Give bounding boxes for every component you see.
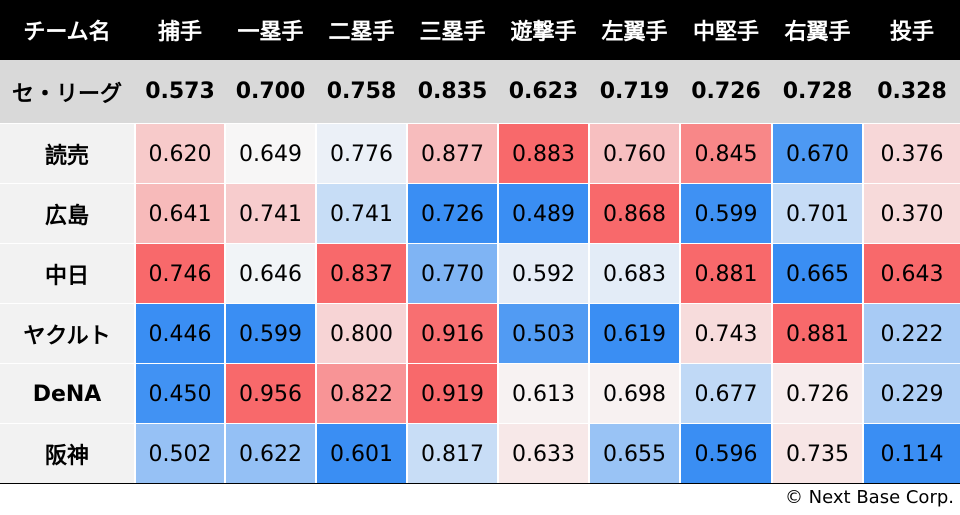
heatmap-cell: 0.646: [226, 244, 315, 304]
heatmap-cell: 0.114: [864, 424, 960, 484]
heatmap-cell: 0.770: [408, 244, 497, 304]
league-label: セ・リーグ: [11, 81, 122, 107]
heatmap-cell: 0.817: [408, 424, 497, 484]
heatmap-cell: 0.620: [136, 124, 224, 184]
heatmap-cell: 0.822: [317, 364, 406, 424]
heatmap-cell: 0.956: [226, 364, 315, 424]
league-value: 0.623: [508, 79, 579, 104]
heatmap-cell: 0.741: [226, 184, 315, 244]
row-separator: [0, 303, 960, 304]
row-separator: [0, 363, 960, 364]
heatmap-cell: 0.503: [499, 304, 588, 364]
heatmap-cell: 0.868: [590, 184, 679, 244]
heatmap-cell: 0.883: [499, 124, 588, 184]
heatmap-cell: 0.376: [864, 124, 960, 184]
heatmap-cell: 0.596: [681, 424, 771, 484]
heatmap-cell: 0.446: [136, 304, 224, 364]
header-col-pitcher: 投手: [889, 20, 934, 45]
team-label: 阪神: [0, 424, 134, 484]
heatmap-cell: 0.619: [590, 304, 679, 364]
header-col-second-base: 二塁手: [328, 20, 395, 45]
header-col-center-field: 中堅手: [692, 20, 759, 45]
header-col-third-base: 三塁手: [419, 20, 486, 45]
heatmap-cell: 0.916: [408, 304, 497, 364]
heatmap-cell: 0.837: [317, 244, 406, 304]
heatmap-cell: 0.845: [681, 124, 771, 184]
team-label: 中日: [0, 244, 134, 304]
header-col-right-field: 右翼手: [784, 20, 851, 45]
heatmap-cell: 0.643: [864, 244, 960, 304]
heatmap-cell: 0.601: [317, 424, 406, 484]
heatmap-cell: 0.760: [590, 124, 679, 184]
heatmap-cell: 0.683: [590, 244, 679, 304]
heatmap-cell: 0.370: [864, 184, 960, 244]
table-bottom-border: [0, 483, 960, 484]
league-value: 0.700: [235, 79, 306, 104]
league-value: 0.728: [782, 79, 853, 104]
row-separator: [0, 183, 960, 184]
heatmap-cell: 0.726: [773, 364, 862, 424]
league-value: 0.758: [326, 79, 397, 104]
heatmap-cell: 0.881: [681, 244, 771, 304]
heatmap-cell: 0.800: [317, 304, 406, 364]
header-row: チーム名 捕手 一塁手 二塁手 三塁手 遊撃手 左翼手 中堅手 右翼手 投手: [0, 0, 960, 60]
heatmap-cell: 0.450: [136, 364, 224, 424]
header-team-name: チーム名: [23, 20, 111, 45]
header-col-catcher: 捕手: [157, 20, 202, 45]
heatmap-cell: 0.919: [408, 364, 497, 424]
heatmap-cell: 0.229: [864, 364, 960, 424]
heatmap-cell: 0.698: [590, 364, 679, 424]
heatmap-cell: 0.677: [681, 364, 771, 424]
heatmap-cell: 0.881: [773, 304, 862, 364]
row-separator: [0, 423, 960, 424]
heatmap-cell: 0.743: [681, 304, 771, 364]
heatmap-cell: 0.701: [773, 184, 862, 244]
heatmap-cell: 0.641: [136, 184, 224, 244]
copyright-text: © Next Base Corp.: [784, 487, 954, 508]
team-label: 読売: [0, 124, 134, 184]
heatmap-cell: 0.222: [864, 304, 960, 364]
heatmap-cell: 0.741: [317, 184, 406, 244]
league-row: セ・リーグ 0.573 0.700 0.758 0.835 0.623 0.71…: [0, 60, 960, 123]
heatmap-cell: 0.735: [773, 424, 862, 484]
team-label: 広島: [0, 184, 134, 244]
league-value: 0.328: [877, 79, 947, 104]
header-col-shortstop: 遊撃手: [510, 20, 577, 45]
heatmap-cell: 0.622: [226, 424, 315, 484]
heatmap-cell: 0.613: [499, 364, 588, 424]
heatmap-cell: 0.599: [226, 304, 315, 364]
team-label: DeNA: [0, 364, 134, 424]
heatmap-cell: 0.877: [408, 124, 497, 184]
team-label: ヤクルト: [0, 304, 134, 364]
heatmap-cell: 0.670: [773, 124, 862, 184]
row-separator: [0, 243, 960, 244]
header-col-left-field: 左翼手: [601, 20, 668, 45]
heatmap-cell: 0.599: [681, 184, 771, 244]
heatmap-cell: 0.633: [499, 424, 588, 484]
heatmap-cell: 0.502: [136, 424, 224, 484]
heatmap-cell: 0.665: [773, 244, 862, 304]
league-value: 0.573: [145, 79, 215, 104]
league-value: 0.719: [599, 79, 670, 104]
heatmap-cell: 0.776: [317, 124, 406, 184]
heatmap-cell: 0.655: [590, 424, 679, 484]
league-value: 0.835: [417, 79, 488, 104]
heatmap-cell: 0.726: [408, 184, 497, 244]
heatmap-cell: 0.592: [499, 244, 588, 304]
heatmap-cell: 0.649: [226, 124, 315, 184]
heatmap-cell: 0.746: [136, 244, 224, 304]
header-col-first-base: 一塁手: [237, 20, 304, 45]
league-value: 0.726: [691, 79, 761, 104]
heatmap-cell: 0.489: [499, 184, 588, 244]
